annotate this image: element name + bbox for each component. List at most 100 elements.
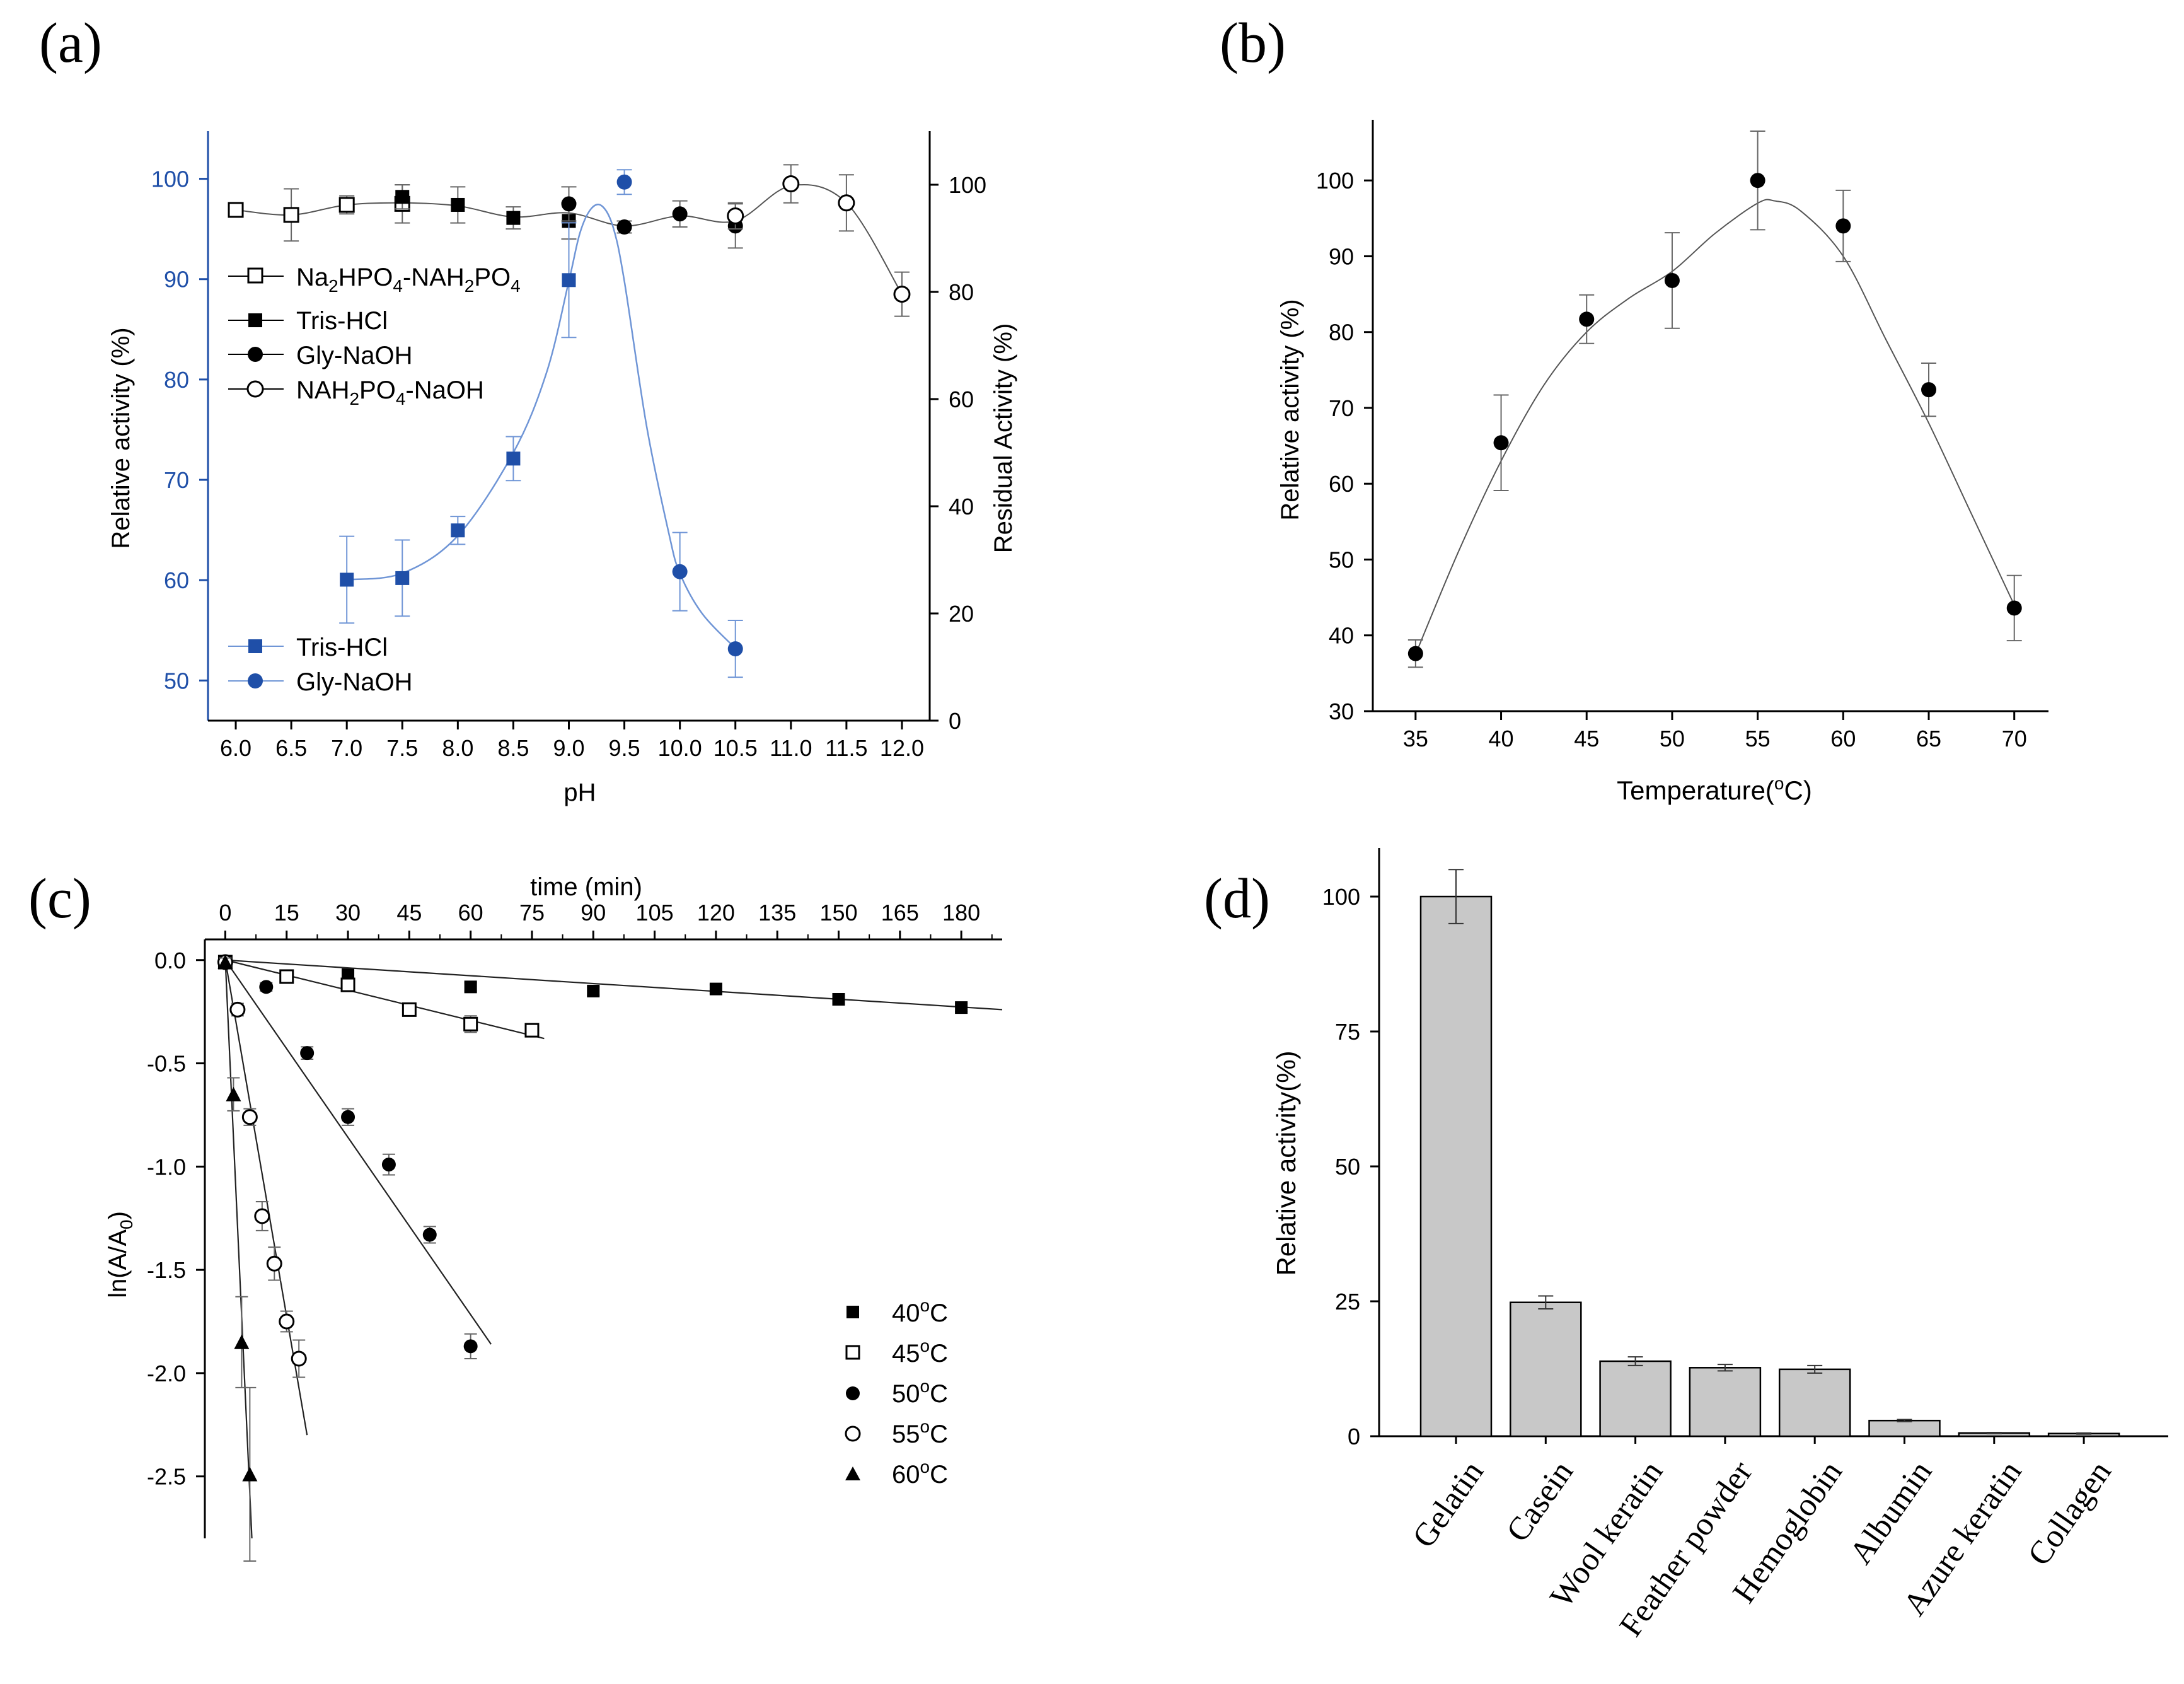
a-right-s0-point-1	[395, 571, 410, 585]
c-fit-line-1	[225, 959, 545, 1040]
c-s2-point-3	[341, 1110, 355, 1124]
b-ytick-label: 90	[1329, 243, 1354, 269]
c-ytick-label: 0.0	[154, 948, 186, 973]
c-s1-point-5	[524, 1023, 540, 1038]
legend-a-marker-1	[247, 267, 263, 284]
a-xtick-label: 10.0	[658, 735, 702, 761]
legend-c-marker-50	[846, 1386, 860, 1400]
legend-a-marker-2	[248, 313, 262, 327]
c-s2-point-1	[259, 980, 274, 994]
panel-a-axes: 6.0 6.5 7.0 7.5 8.0 8.5 9.0 9.5 10.0 10.5 11.0 11.5…	[151, 131, 986, 761]
d-ytick-label: 100	[1322, 884, 1360, 910]
b-xtick-label: 35	[1403, 726, 1428, 752]
a-left-s3-point-0	[727, 207, 744, 224]
a-ytick-right-label: 100	[949, 172, 986, 198]
legend-c-marker-55	[845, 1426, 861, 1442]
legend-c-marker-40	[846, 1306, 859, 1318]
b-ytick-label: 50	[1329, 547, 1354, 572]
c-xtick-label: 0	[219, 900, 231, 926]
c-s0-point-3	[587, 984, 600, 997]
c-xtick-label: 105	[636, 900, 674, 926]
legend-c-label-55: 55oC	[892, 1417, 948, 1448]
a-xtick-label: 10.5	[714, 735, 758, 761]
panel-c-label: (c)	[28, 868, 91, 930]
a-ytick-left-label: 90	[164, 267, 189, 293]
legend-a-label-3: Gly-NaOH	[296, 342, 412, 369]
a-left-s0-point-2	[338, 197, 355, 213]
c-s1-point-3	[402, 1002, 417, 1017]
c-s0-point-4	[709, 982, 722, 996]
a-right-s0-point-4	[562, 273, 576, 287]
b-ytick-label: 30	[1329, 699, 1354, 724]
a-xtick-label: 9.5	[609, 735, 640, 761]
a-xtick-label: 8.0	[442, 735, 473, 761]
legend-a-label-4: NAH2PO4-NaOH	[296, 376, 484, 409]
a-left-s0-point-1	[283, 207, 299, 223]
legend-a-blue-label-1: Tris-HCl	[296, 634, 388, 661]
b-ytick-label: 70	[1329, 395, 1354, 421]
a-ytick-left-label: 80	[164, 367, 189, 393]
a-ytick-left-label: 100	[151, 166, 189, 192]
a-ytick-right-label: 20	[949, 601, 974, 627]
a-left-s3-point-2	[838, 194, 855, 212]
legend-a-blue-label-2: Gly-NaOH	[296, 668, 412, 696]
c-xtick-label: 120	[697, 900, 735, 926]
a-right-s0-point-2	[451, 523, 465, 538]
a-ytick-left-label: 60	[164, 567, 189, 593]
c-s4-point-1	[226, 1086, 241, 1101]
a-xtick-label: 7.5	[386, 735, 418, 761]
a-right-s0-point-0	[340, 572, 354, 587]
a-left-s1-point-2	[506, 211, 521, 225]
legend-c-marker-45	[845, 1345, 860, 1360]
b-point-7	[2006, 600, 2022, 616]
a-ytick-right-label: 40	[949, 494, 974, 520]
d-bar-3	[1689, 1367, 1762, 1437]
c-s3-point-4	[266, 1255, 282, 1272]
b-point-4	[1750, 173, 1765, 189]
a-left-s1-point-0	[395, 190, 410, 204]
panel-a-marks	[228, 164, 911, 678]
c-xtick-label: 60	[458, 900, 483, 926]
c-s0-point-5	[832, 993, 845, 1006]
c-s2-point-2	[300, 1046, 315, 1060]
c-fit-line-0	[225, 959, 1003, 1011]
c-s1-point-2	[340, 977, 355, 992]
panel-b-marks	[1407, 131, 2022, 668]
a-right-s1-point-0	[616, 174, 632, 190]
legend-c-label-60: 60oC	[892, 1457, 948, 1489]
d-ytick-label: 50	[1335, 1154, 1360, 1180]
b-ytick-label: 100	[1316, 168, 1354, 194]
c-s2-point-5	[422, 1228, 437, 1242]
d-bar-5	[1868, 1419, 1941, 1437]
panel-a: (a) 6.0 6.5 7.0 7.5 8.0 8.5 9.0 9.5 10.0 10.5 11.0…	[39, 12, 1017, 806]
legend-a-blue-marker-2	[248, 673, 263, 688]
a-right-s1-point-2	[727, 641, 743, 657]
legend-a-label-1: Na2HPO4-NAH2PO4	[296, 264, 521, 296]
b-ytick-label: 40	[1329, 623, 1354, 649]
a-right-s1-point-1	[672, 564, 688, 579]
a-left-s3-point-1	[782, 175, 800, 193]
legend-a-blue-marker-1	[248, 639, 262, 653]
a-ytick-left-label: 70	[164, 467, 189, 493]
b-ytick-label: 60	[1329, 471, 1354, 497]
c-xtick-label: 90	[581, 900, 606, 926]
b-point-2	[1579, 311, 1595, 327]
c-ytick-label: -0.5	[147, 1051, 186, 1077]
d-ytick-label: 75	[1335, 1019, 1360, 1045]
b-xtick-label: 70	[2002, 726, 2027, 752]
panel-d-marks	[1419, 869, 2120, 1437]
a-ytick-right-label: 60	[949, 386, 974, 412]
panel-b-ylabel: Relative activity (%)	[1276, 299, 1304, 520]
panel-a-legend-top: Na2HPO4-NAH2PO4 Tris-HCl Gly-NaOH NAH2PO…	[228, 264, 521, 409]
panel-a-xlabel: pH	[563, 779, 596, 806]
a-ytick-right-label: 0	[949, 708, 961, 734]
a-xtick-label: 6.5	[275, 735, 307, 761]
panel-a-legend-bottom: Tris-HCl Gly-NaOH	[228, 634, 412, 696]
panel-a-label: (a)	[39, 12, 102, 74]
c-s3-point-2	[241, 1109, 258, 1125]
a-left-s3-point-3	[893, 286, 911, 303]
a-xtick-label: 11.0	[770, 735, 812, 761]
panel-d-ylabel: Relative activity(%)	[1271, 1050, 1301, 1275]
c-xtick-label: 45	[396, 900, 422, 926]
